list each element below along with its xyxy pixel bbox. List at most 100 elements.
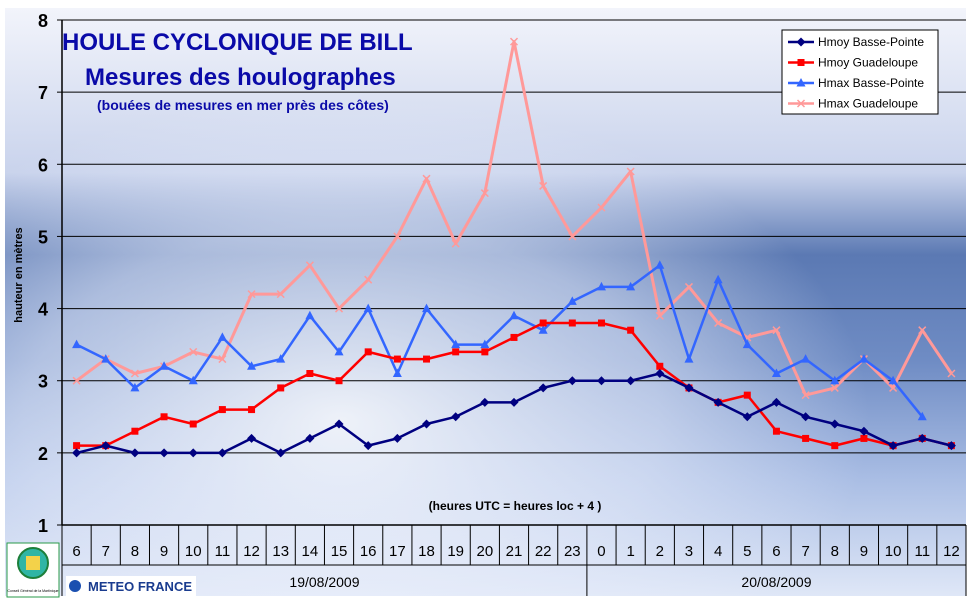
x-tick-label: 1 <box>626 543 634 560</box>
conseil-logo-text: Conseil Général de la Martinique <box>8 589 59 593</box>
data-point <box>596 281 606 291</box>
data-point <box>306 370 314 377</box>
x-tick-label: 14 <box>302 543 319 560</box>
data-point <box>364 275 373 284</box>
data-point <box>335 377 343 385</box>
data-point <box>831 442 839 450</box>
meteo-france-badge <box>66 576 196 596</box>
data-point <box>218 355 227 364</box>
data-point <box>334 419 344 429</box>
data-point <box>392 433 402 443</box>
date-group-label: 19/08/2009 <box>289 574 359 590</box>
data-point <box>160 413 168 421</box>
x-tick-label: 7 <box>801 543 809 560</box>
data-point <box>481 348 489 356</box>
data-point <box>655 369 665 378</box>
x-tick-label: 5 <box>743 543 751 560</box>
legend-swatch-marker <box>797 59 805 66</box>
data-point <box>742 412 752 422</box>
data-point <box>771 397 781 407</box>
data-point <box>101 354 111 363</box>
data-point <box>597 203 606 212</box>
data-point <box>539 181 548 190</box>
x-tick-label: 10 <box>885 543 902 560</box>
legend-entry: Hmax Basse-Pointe <box>788 76 924 90</box>
x-tick-label: 12 <box>943 543 960 560</box>
data-point <box>131 427 139 435</box>
data-point <box>771 368 781 377</box>
data-point <box>538 325 548 334</box>
legend-swatch-marker <box>796 78 806 87</box>
data-point <box>802 434 810 442</box>
legend-label: Hmax Basse-Pointe <box>818 76 924 90</box>
data-point <box>422 303 432 313</box>
data-point <box>335 304 344 313</box>
data-point <box>568 232 577 241</box>
legend-label: Hmoy Basse-Pointe <box>818 35 924 49</box>
data-point <box>743 391 751 399</box>
data-point <box>888 441 898 451</box>
data-point <box>248 406 256 414</box>
data-point <box>363 303 373 313</box>
legend: Hmoy Basse-Pointe Hmoy Guadeloupe Hmax Bas… <box>781 29 939 115</box>
data-point <box>742 339 752 349</box>
data-point <box>451 239 460 248</box>
data-point <box>772 326 781 335</box>
x-tick-label: 13 <box>272 543 289 560</box>
x-tick-label: 12 <box>243 543 260 560</box>
x-tick-label: 9 <box>160 543 168 560</box>
data-point <box>626 376 636 386</box>
data-point <box>626 167 635 176</box>
series-line <box>76 264 924 418</box>
data-point <box>334 346 344 356</box>
y-tick-label: 1 <box>38 516 48 536</box>
data-point <box>860 434 868 442</box>
data-point <box>684 354 694 363</box>
data-point <box>538 383 548 393</box>
data-point <box>101 441 111 451</box>
legend-swatch-marker <box>796 99 806 108</box>
data-point <box>713 274 723 284</box>
y-tick-label: 2 <box>38 444 48 464</box>
data-point <box>423 355 431 363</box>
meteo-france-logo-icon <box>69 580 81 592</box>
y-tick-label: 3 <box>38 372 48 392</box>
data-point <box>859 354 869 363</box>
data-point <box>305 261 314 270</box>
x-tick-label: 21 <box>506 543 523 560</box>
data-point <box>392 368 402 377</box>
data-point <box>859 426 869 436</box>
data-point <box>480 339 490 349</box>
data-point <box>627 326 635 334</box>
data-point <box>917 411 927 421</box>
conseil-logo-center <box>26 556 40 570</box>
data-point <box>451 412 461 422</box>
x-tick-label: 3 <box>685 543 693 560</box>
x-tick-label: 18 <box>418 543 435 560</box>
data-point <box>422 419 432 429</box>
data-point <box>655 260 665 269</box>
data-point <box>451 339 461 349</box>
data-point <box>159 448 169 458</box>
series-hmax-guadeloupe <box>72 37 956 400</box>
x-tick-label: 4 <box>714 543 722 560</box>
y-tick-label: 7 <box>38 83 48 103</box>
data-point <box>305 310 315 320</box>
data-point <box>247 433 257 443</box>
x-tick-label: 8 <box>131 543 139 560</box>
data-point <box>130 448 140 458</box>
data-point <box>393 232 402 241</box>
data-point <box>276 448 286 458</box>
data-point <box>510 333 518 341</box>
x-tick-label: 16 <box>360 543 377 560</box>
data-point <box>567 376 577 386</box>
data-point <box>714 318 723 328</box>
data-point <box>217 332 227 341</box>
data-point <box>509 397 519 407</box>
data-point <box>801 391 810 400</box>
x-tick-label: 17 <box>389 543 406 560</box>
data-point <box>946 441 956 451</box>
